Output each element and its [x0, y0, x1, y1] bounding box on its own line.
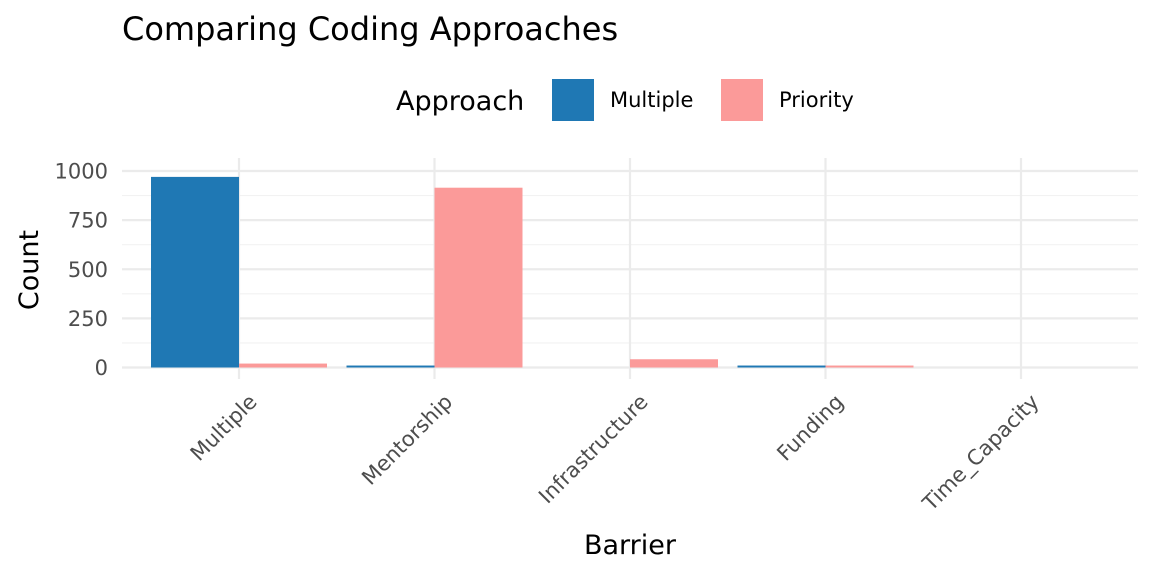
legend-label-multiple: Multiple	[610, 88, 693, 112]
grid	[122, 158, 1138, 379]
x-tick-label-multiple: Multiple	[186, 390, 262, 466]
x-tick-label-mentorship: Mentorship	[357, 390, 457, 490]
bars	[151, 176, 914, 368]
bar-multiple-mentorship	[346, 365, 435, 368]
y-tick-label: 750	[68, 209, 108, 233]
y-tick-label: 500	[68, 258, 108, 282]
y-tick-label: 250	[68, 307, 108, 331]
legend-label-priority: Priority	[779, 88, 854, 112]
legend-swatch-priority	[721, 79, 763, 121]
chart-title: Comparing Coding Approaches	[122, 10, 618, 48]
bar-priority-funding	[825, 365, 914, 368]
legend-title: Approach	[396, 86, 524, 117]
x-axis-title: Barrier	[584, 530, 677, 561]
x-tick-label-funding: Funding	[772, 390, 848, 466]
bar-priority-mentorship	[434, 187, 523, 368]
bar-priority-infrastructure	[630, 359, 718, 368]
y-axis-ticks: 0 250 500 750 1000	[55, 160, 108, 381]
y-axis-title: Count	[14, 230, 45, 310]
legend-swatch-multiple	[552, 79, 594, 121]
x-tick-label-time-capacity: Time_Capacity	[917, 390, 1044, 517]
bar-multiple-multiple	[151, 176, 239, 368]
bar-priority-multiple	[239, 363, 327, 368]
bar-multiple-funding	[737, 365, 826, 368]
x-axis-ticks: Multiple Mentorship Infrastructure Funding T…	[186, 390, 1045, 517]
x-tick-label-infrastructure: Infrastructure	[534, 390, 653, 509]
y-tick-label: 1000	[55, 160, 108, 184]
y-tick-label: 0	[95, 356, 108, 380]
legend: Approach Multiple Priority	[396, 79, 854, 121]
